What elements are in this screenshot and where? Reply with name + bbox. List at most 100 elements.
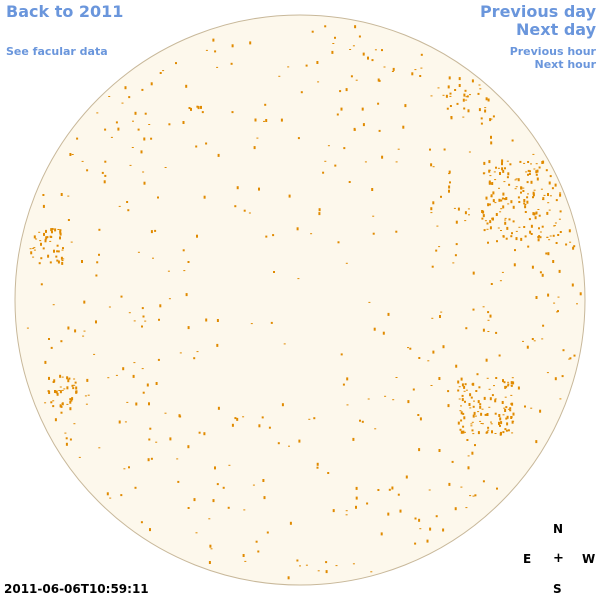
spot [554,377,557,381]
spot [372,232,375,235]
spot [311,30,314,33]
spot [236,417,239,421]
spot [367,398,370,400]
spot [51,228,54,230]
spot [244,560,247,562]
spot [280,118,283,122]
spot [128,312,131,314]
spot [49,235,52,238]
spot [549,175,552,178]
spot [69,153,72,156]
spot [313,417,316,420]
spot [200,105,202,109]
spot [505,237,508,240]
spot [162,70,165,72]
spot [256,137,259,139]
spot [331,50,334,54]
spot [459,428,462,431]
next-day-link[interactable]: Next day [516,20,596,39]
spot [196,105,199,108]
spot [231,423,234,427]
spot [498,187,500,189]
spot [157,358,160,361]
spot [559,398,562,400]
spot [381,49,383,52]
spot [349,49,352,50]
spot [391,71,394,72]
spot [489,397,492,401]
spot [272,234,275,237]
previous-hour-link[interactable]: Previous hour [509,45,596,58]
spot [248,212,251,214]
facular-data-link[interactable]: See facular data [6,45,108,58]
spot [448,170,451,174]
spot [535,296,538,299]
next-hour-link[interactable]: Next hour [534,58,597,71]
spot [447,390,450,393]
spot [374,428,377,430]
spot [440,195,442,198]
spot [336,113,339,116]
spot [432,350,435,354]
spot [70,241,73,243]
spot [579,292,582,296]
spot [128,466,130,469]
spot [142,315,145,318]
spot [44,402,47,404]
spot [498,421,500,425]
spot [524,204,527,205]
spot [300,91,303,94]
spot [501,167,504,171]
spot [108,306,111,308]
spot [56,259,59,262]
spot [462,412,465,415]
spot [61,260,64,261]
spot [549,195,552,197]
spot [57,250,60,253]
spot [555,242,558,244]
spot [558,218,561,220]
spot [216,319,219,322]
back-to-year-link[interactable]: Back to 2011 [6,2,124,21]
spot [431,317,434,319]
spot [371,59,374,62]
spot [430,95,433,97]
spot [471,429,474,432]
spot [520,191,522,194]
spot [419,528,422,530]
spot [242,554,245,557]
spot [364,161,367,163]
spot [71,384,74,387]
spot [488,169,491,171]
spot [257,550,260,553]
spot [402,125,405,129]
spot [193,498,196,502]
spot [128,96,131,99]
spot [440,311,443,313]
previous-day-link[interactable]: Previous day [479,2,596,21]
spot [265,235,268,238]
spot [507,172,510,176]
spot [59,374,62,378]
spot [164,412,167,414]
spot [183,270,186,272]
spot [449,95,452,97]
spot [432,201,435,205]
spot [530,224,533,228]
spot [527,193,529,195]
spot [268,426,271,429]
spot [448,185,451,189]
spot [479,403,482,406]
spot [514,179,517,181]
spot [534,216,537,220]
spot [569,241,572,243]
spot [188,107,191,109]
spot [203,432,206,436]
spot [208,518,211,520]
spot [522,187,525,189]
spot [554,183,557,187]
spot [69,398,72,401]
spot [502,235,505,238]
spot [140,150,143,154]
spot [510,381,513,385]
